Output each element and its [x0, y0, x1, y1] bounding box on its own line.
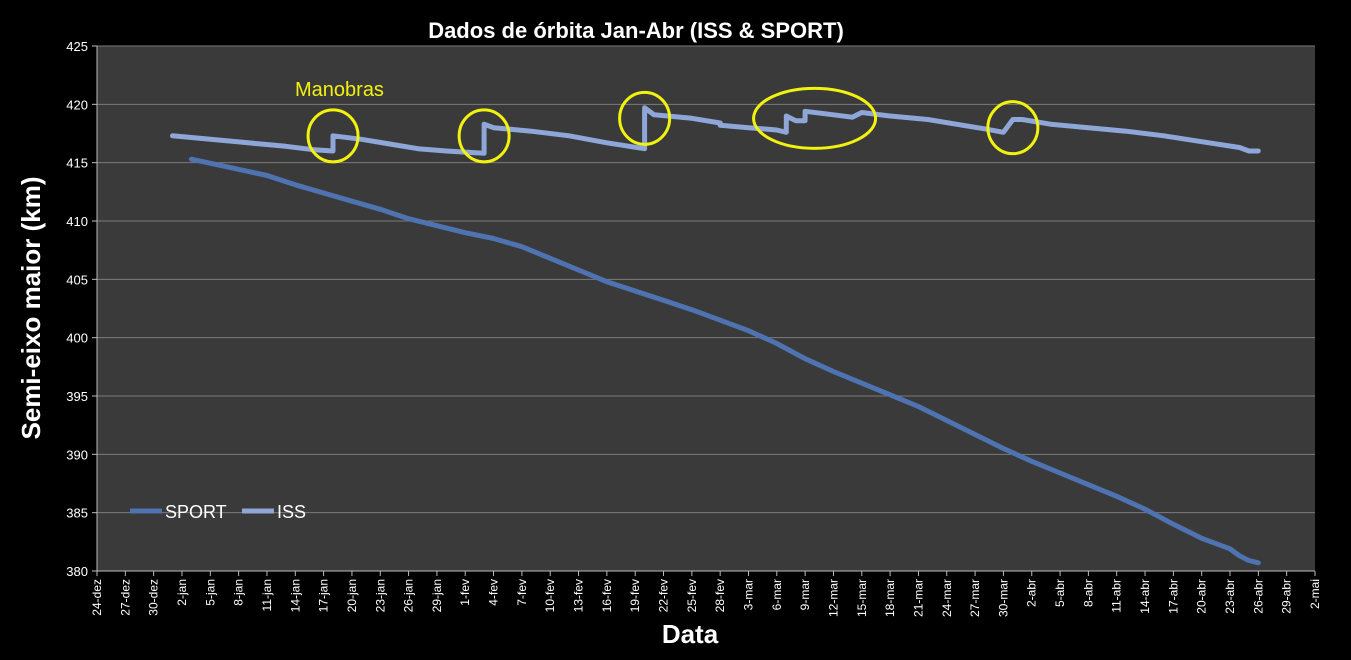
gridlines — [97, 45, 1315, 572]
y-tick-label-400: 400 — [66, 331, 88, 346]
series-lines — [170, 105, 1261, 566]
maneuver-circle-5 — [986, 100, 1040, 156]
x-tick-label-5-abr: 5-abr — [1053, 579, 1067, 607]
maneuver-circle-1 — [306, 108, 360, 164]
x-tick-label-28-fev: 28-fev — [713, 579, 727, 612]
x-tick-label-4-fev: 4-fev — [487, 579, 501, 606]
y-tick-label-420: 420 — [66, 97, 88, 112]
x-tick-label-1-fev: 1-fev — [458, 579, 472, 606]
chart-title: Dados de órbita Jan-Abr (ISS & SPORT) — [428, 18, 844, 43]
x-tick-label-3-mar: 3-mar — [741, 579, 755, 610]
x-tick-label-17-jan: 17-jan — [317, 579, 331, 612]
x-tick-label-2-abr: 2-abr — [1025, 579, 1039, 607]
plot-area — [97, 46, 1315, 571]
series-line-iss — [170, 105, 1261, 156]
x-tick-label-8-abr: 8-abr — [1081, 579, 1095, 607]
x-tick-label-9-mar: 9-mar — [798, 579, 812, 610]
y-axis-label: Semi-eixo maior (km) — [16, 177, 46, 440]
legend: SPORT ISS — [130, 502, 306, 522]
x-tick-label-14-jan: 14-jan — [288, 579, 302, 612]
annotation-manobras: Manobras — [295, 79, 384, 101]
x-tick-label-11-jan: 11-jan — [260, 579, 274, 611]
x-tick-label-8-jan: 8-jan — [232, 579, 246, 606]
x-tick-label-18-mar: 18-mar — [883, 579, 897, 617]
series-line-sport — [188, 156, 1261, 566]
x-axis-label: Data — [662, 619, 719, 649]
x-tick-label-27-dez: 27-dez — [118, 579, 132, 616]
y-tick-label-395: 395 — [66, 389, 88, 404]
maneuver-circle-2 — [457, 108, 511, 164]
x-tick-label-20-jan: 20-jan — [345, 579, 359, 612]
x-tick-label-2-jan: 2-jan — [175, 579, 189, 606]
x-tick-label-25-fev: 25-fev — [685, 579, 699, 612]
x-tick-label-24-mar: 24-mar — [940, 579, 954, 617]
x-tick-label-11-abr: 11-abr — [1110, 579, 1124, 613]
y-axis-ticks: 380 385 390 395 400 405 410 415 420 425 — [66, 39, 98, 579]
x-tick-label-23-abr: 23-abr — [1223, 579, 1237, 614]
legend-label-sport: SPORT — [165, 502, 227, 522]
y-tick-label-410: 410 — [66, 214, 88, 229]
x-tick-label-30-mar: 30-mar — [996, 579, 1010, 617]
y-tick-label-405: 405 — [66, 272, 88, 287]
x-tick-label-14-abr: 14-abr — [1138, 579, 1152, 614]
x-tick-label-29-jan: 29-jan — [430, 579, 444, 612]
x-tick-label-13-fev: 13-fev — [572, 579, 586, 612]
legend-label-iss: ISS — [277, 502, 306, 522]
x-tick-label-16-fev: 16-fev — [600, 579, 614, 612]
y-tick-label-390: 390 — [66, 447, 88, 462]
x-tick-label-30-dez: 30-dez — [147, 579, 161, 616]
x-tick-label-19-fev: 19-fev — [628, 579, 642, 612]
y-tick-label-385: 385 — [66, 506, 88, 521]
x-tick-label-29-abr: 29-abr — [1280, 579, 1294, 614]
x-tick-label-12-mar: 12-mar — [826, 579, 840, 617]
maneuver-circles — [306, 86, 1040, 164]
x-tick-label-15-mar: 15-mar — [855, 579, 869, 617]
maneuver-circle-4 — [752, 86, 878, 150]
x-tick-label-5-jan: 5-jan — [203, 579, 217, 606]
x-tick-label-2-mai: 2-mai — [1308, 579, 1322, 609]
x-tick-label-26-jan: 26-jan — [402, 579, 416, 612]
x-tick-label-20-abr: 20-abr — [1195, 579, 1209, 614]
x-tick-label-27-mar: 27-mar — [968, 579, 982, 617]
y-tick-label-380: 380 — [66, 564, 88, 579]
maneuver-circle-3 — [618, 90, 672, 146]
x-axis-ticks: 24-dez 27-dez 30-dez 2-jan 5-jan 8-jan 11-jan 1… — [90, 570, 1322, 617]
x-tick-label-24-dez: 24-dez — [90, 579, 104, 616]
x-tick-label-26-abr: 26-abr — [1251, 579, 1265, 614]
x-tick-label-23-jan: 23-jan — [373, 579, 387, 612]
x-tick-label-17-abr: 17-abr — [1166, 579, 1180, 614]
x-tick-label-21-mar: 21-mar — [911, 579, 925, 617]
x-tick-label-7-fev: 7-fev — [515, 579, 529, 606]
y-tick-label-415: 415 — [66, 156, 88, 171]
x-tick-label-6-mar: 6-mar — [770, 579, 784, 610]
x-tick-label-22-fev: 22-fev — [657, 579, 671, 612]
y-tick-label-425: 425 — [66, 39, 88, 54]
x-tick-label-10-fev: 10-fev — [543, 579, 557, 612]
